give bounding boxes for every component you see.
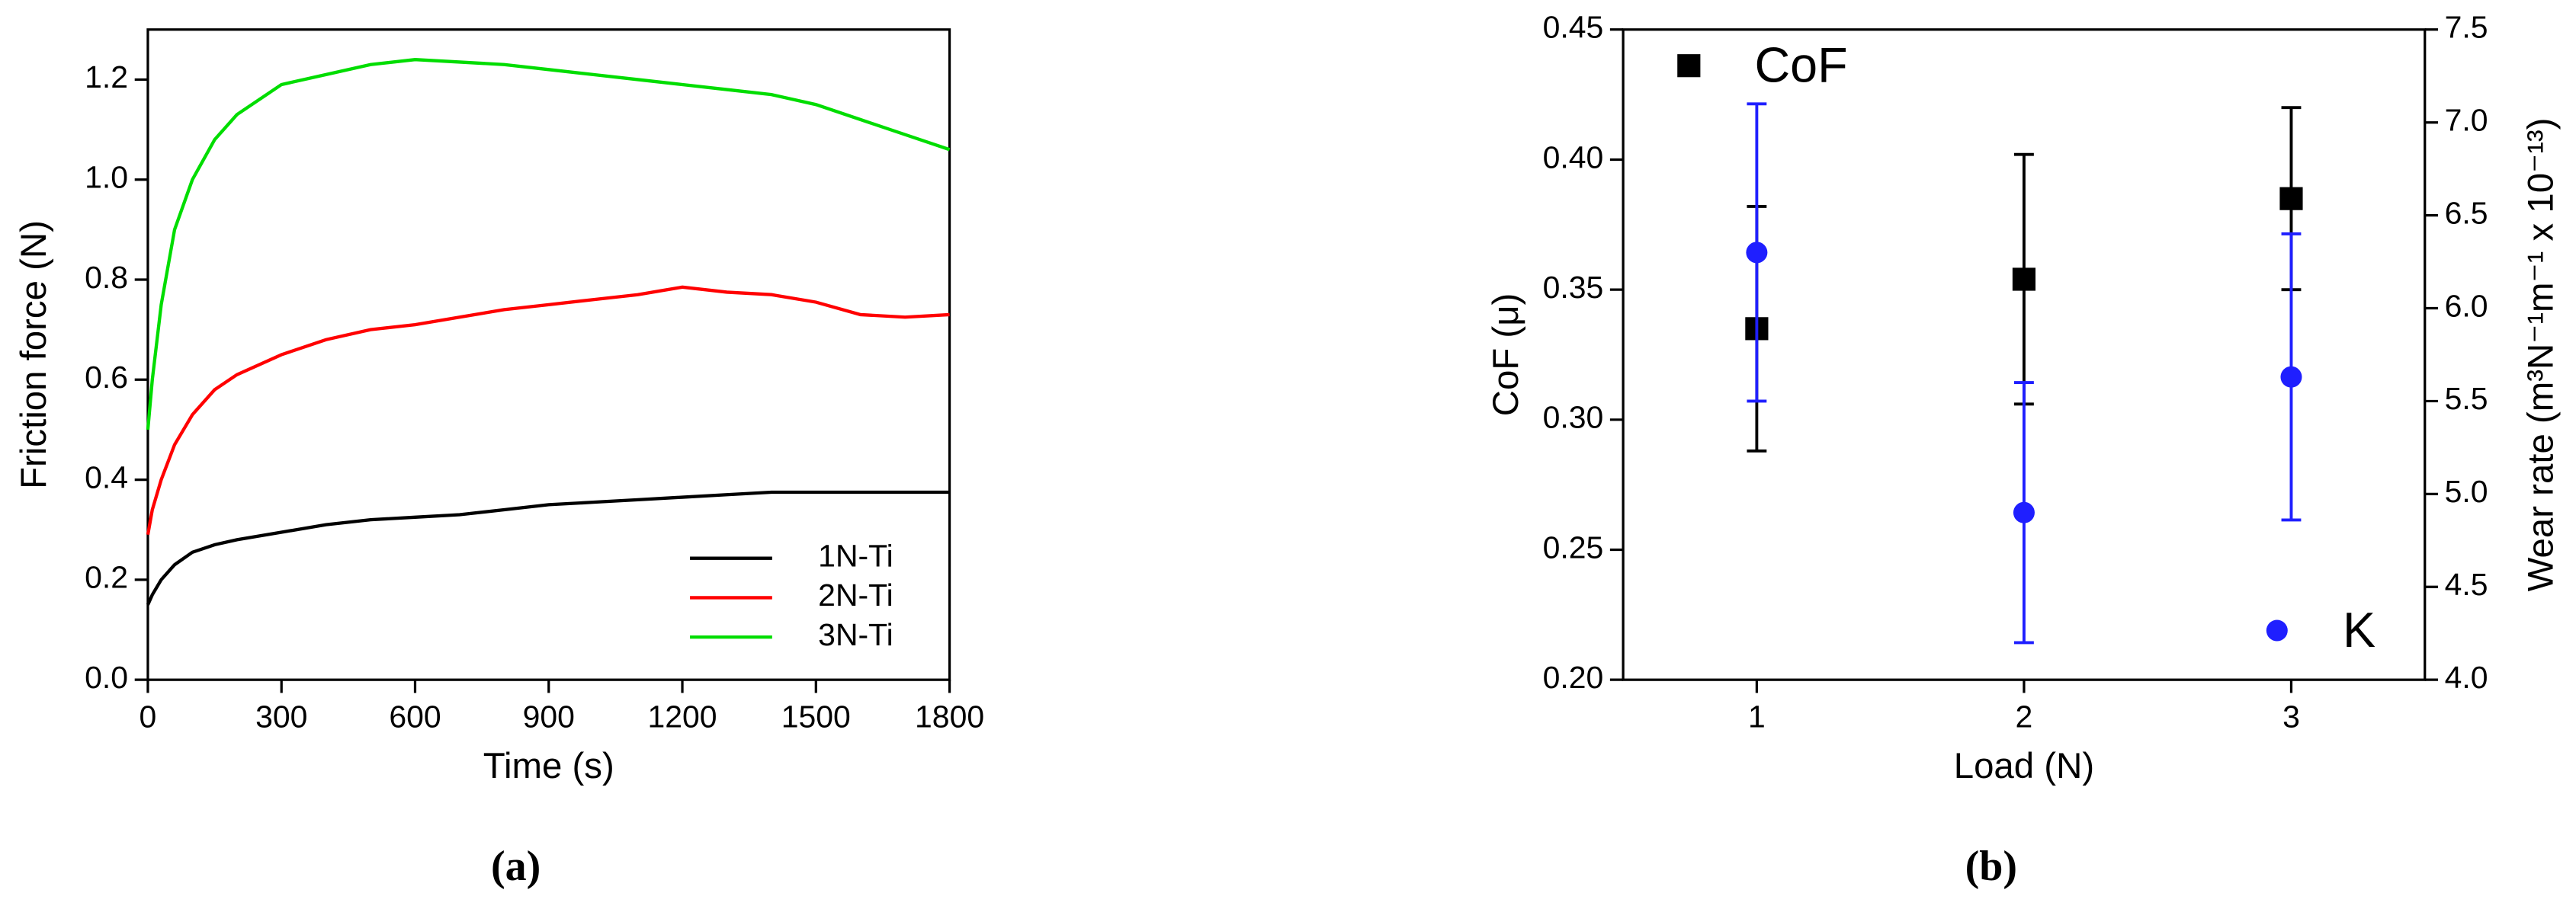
caption: (a) xyxy=(491,843,541,890)
x-tick-label: 300 xyxy=(255,699,307,735)
legend-marker xyxy=(2266,619,2288,642)
data-line xyxy=(146,285,950,536)
y-tick-label: 0.20 xyxy=(1543,660,1604,695)
y-tick-label: 0.4 xyxy=(85,459,128,495)
y-tick-label: 1.2 xyxy=(85,59,128,94)
data-point xyxy=(2013,501,2035,523)
y2-axis-label: Wear rate (m³N⁻¹m⁻¹ x 10⁻¹³) xyxy=(2520,118,2561,592)
y2-tick-label: 5.0 xyxy=(2445,474,2488,509)
y-axis-label: Friction force (N) xyxy=(14,220,54,489)
data-line xyxy=(146,58,951,430)
y-tick-label: 0.45 xyxy=(1543,10,1604,45)
y-tick-label: 1.0 xyxy=(85,160,128,195)
legend-label: 1N-Ti xyxy=(818,539,893,574)
data-point xyxy=(2012,267,2036,291)
y2-tick-label: 6.0 xyxy=(2445,288,2488,323)
x-tick-label: 3 xyxy=(2282,699,2300,735)
legend-label: CoF xyxy=(1755,37,1848,93)
x-tick-label: 900 xyxy=(523,699,575,735)
y-tick-label: 0.25 xyxy=(1543,530,1604,565)
y-tick-label: 0.30 xyxy=(1543,400,1604,435)
y-tick-label: 0.0 xyxy=(85,660,128,695)
legend-marker xyxy=(1677,54,1701,78)
caption: (b) xyxy=(1965,843,2017,890)
data-point xyxy=(1746,242,1768,264)
data-point xyxy=(2280,366,2302,388)
legend-label: 2N-Ti xyxy=(818,578,893,613)
x-tick-label: 600 xyxy=(389,699,441,735)
x-tick-label: 1 xyxy=(1748,699,1766,735)
y2-tick-label: 7.0 xyxy=(2445,103,2488,138)
y-tick-label: 0.35 xyxy=(1543,270,1604,305)
x-tick-label: 1800 xyxy=(915,699,984,735)
x-tick-label: 1200 xyxy=(647,699,717,735)
y-axis-label: CoF (μ) xyxy=(1486,293,1526,417)
x-axis-label: Time (s) xyxy=(483,746,614,786)
y-tick-label: 0.40 xyxy=(1543,139,1604,174)
legend-label: 3N-Ti xyxy=(818,617,893,652)
y-tick-label: 0.8 xyxy=(85,260,128,295)
x-axis-label: Load (N) xyxy=(1954,746,2094,786)
x-tick-label: 1500 xyxy=(781,699,851,735)
legend-label: K xyxy=(2343,602,2376,658)
y2-tick-label: 5.5 xyxy=(2445,381,2488,416)
y-tick-label: 0.2 xyxy=(85,560,128,595)
x-tick-label: 0 xyxy=(140,699,157,735)
y2-tick-label: 4.5 xyxy=(2445,567,2488,602)
y2-tick-label: 6.5 xyxy=(2445,195,2488,230)
y-tick-label: 0.6 xyxy=(85,360,128,395)
data-line xyxy=(146,490,950,606)
x-tick-label: 2 xyxy=(2016,699,2033,735)
y2-tick-label: 7.5 xyxy=(2445,10,2488,45)
y2-tick-label: 4.0 xyxy=(2445,660,2488,695)
data-point xyxy=(2279,187,2303,210)
